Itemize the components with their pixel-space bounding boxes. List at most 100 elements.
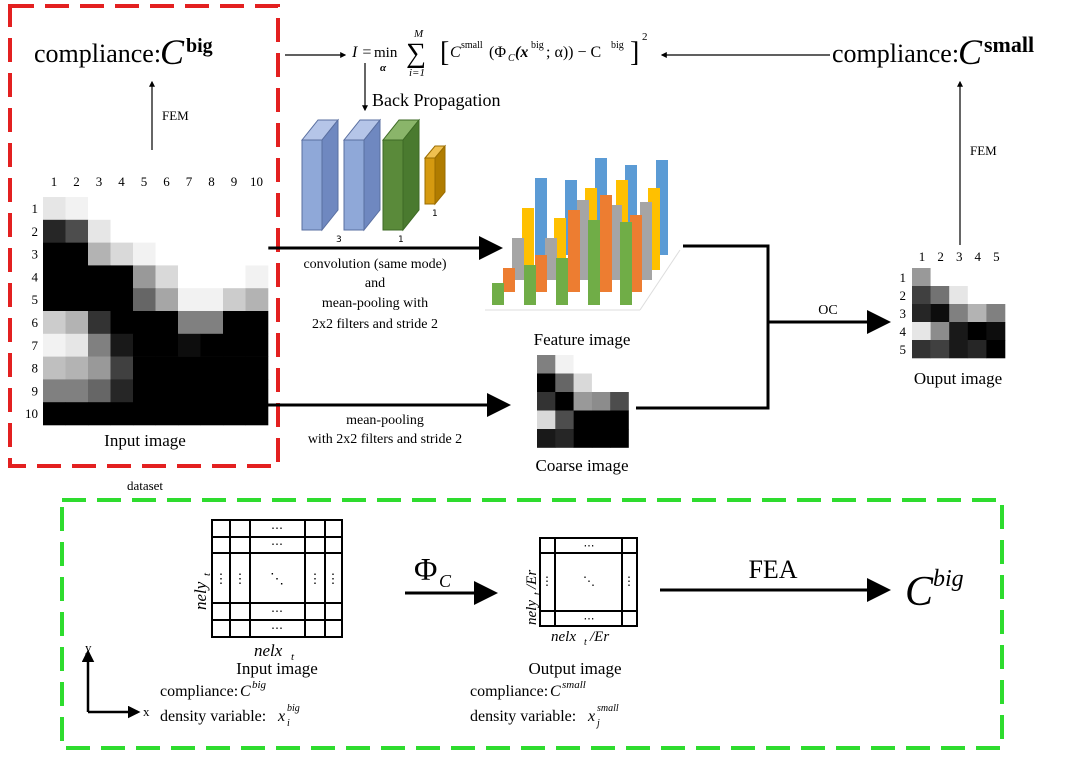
- bottom-input-density: density variable:: [160, 708, 266, 725]
- pixel: [133, 311, 156, 334]
- conv-arrow-3: 2x2 filters and stride 2: [312, 317, 438, 332]
- pixel: [43, 311, 66, 334]
- bottom-input-nelx: nelx: [254, 641, 283, 660]
- bottom-input-nely: nely: [191, 581, 210, 610]
- pixel: [610, 374, 629, 393]
- row-label: 8: [32, 361, 39, 376]
- pixel: [133, 197, 156, 220]
- pixel: [88, 265, 111, 288]
- rect: [425, 158, 435, 204]
- row-label: 1: [900, 270, 907, 285]
- pixel: [66, 334, 89, 357]
- conv-arrow-1: and: [365, 276, 385, 291]
- bottom-output-x-sup: small: [597, 703, 619, 714]
- bottom-input-c-sup: big: [252, 679, 267, 691]
- page: {"top_left": {"label": "compliance:", "s…: [0, 0, 1081, 757]
- pixel: [178, 220, 201, 243]
- pixel: [246, 357, 269, 380]
- col-label: 4: [118, 174, 125, 189]
- objective-rest: ; α)) − C: [546, 44, 601, 61]
- objective-c: C: [450, 44, 461, 61]
- top-left-sup: big: [186, 35, 213, 57]
- pixel: [223, 379, 246, 402]
- pixel: [968, 286, 987, 304]
- rect: [568, 210, 580, 292]
- pixel: [43, 220, 66, 243]
- objective-under: α: [380, 62, 387, 74]
- pixel: [156, 402, 179, 425]
- bottom-result-sup: big: [933, 566, 964, 592]
- pixel: [201, 311, 224, 334]
- row-label: 7: [32, 338, 39, 353]
- pool-arrow-0: mean-pooling: [346, 413, 424, 428]
- col-label: 1: [919, 249, 926, 264]
- pixel: [223, 311, 246, 334]
- conv-arrow-0: convolution (same mode): [303, 257, 446, 272]
- feature-image-title: Feature image: [534, 330, 631, 349]
- pixel: [931, 286, 950, 304]
- bottom-dots-d: ⋱: [270, 572, 284, 587]
- conv-arrow-2: mean-pooling with: [322, 296, 428, 311]
- oc: OC: [818, 303, 837, 318]
- top-left-label: compliance:: [34, 39, 161, 68]
- pixel: [931, 340, 950, 358]
- cnn-labels-1: 1: [398, 235, 404, 245]
- cnn-labels-0: 3: [336, 235, 342, 245]
- pixel: [66, 402, 89, 425]
- pixel: [111, 265, 134, 288]
- pixel: [43, 243, 66, 266]
- pixel: [986, 340, 1005, 358]
- pixel: [968, 304, 987, 322]
- pixel: [156, 334, 179, 357]
- pixel: [246, 311, 269, 334]
- bottom-dots-d: ⋱: [583, 574, 595, 588]
- input-image-dataset: dataset: [127, 478, 163, 493]
- bottom-dots-h: ⋯: [271, 537, 283, 551]
- objective-lhs: I =: [351, 44, 372, 61]
- pixel: [178, 265, 201, 288]
- pixel: [223, 265, 246, 288]
- pixel: [43, 402, 66, 425]
- bottom-input-x: x: [277, 708, 285, 725]
- rect: [524, 265, 536, 305]
- bottom-output-nely-rest: /Er: [524, 570, 540, 590]
- pixel: [88, 311, 111, 334]
- objective-open: [: [440, 37, 449, 68]
- objective-lower: i=1: [409, 67, 425, 79]
- rect: [535, 255, 547, 292]
- row-label: 3: [900, 306, 907, 321]
- pixel: [178, 402, 201, 425]
- col-label: 2: [73, 174, 80, 189]
- bottom-phi-sub: C: [439, 571, 452, 591]
- pixel: [223, 288, 246, 311]
- bottom-input-compliance: compliance:: [160, 683, 238, 700]
- pixel: [111, 379, 134, 402]
- bottom-dots-h: ⋯: [584, 613, 595, 625]
- polygon: [322, 120, 338, 230]
- top-right-sup: small: [984, 32, 1034, 57]
- pixel: [537, 411, 556, 430]
- pixel: [66, 379, 89, 402]
- pixel: [66, 265, 89, 288]
- bottom-phi: Φ: [414, 551, 437, 587]
- pixel: [555, 429, 574, 448]
- input-image-title: Input image: [104, 431, 186, 450]
- pixel: [111, 402, 134, 425]
- pixel: [178, 379, 201, 402]
- row-label: 4: [32, 269, 39, 284]
- pixel: [178, 197, 201, 220]
- pixel: [111, 357, 134, 380]
- pixel: [88, 288, 111, 311]
- bottom-output-nelx: nelx: [551, 629, 576, 645]
- pixel: [66, 288, 89, 311]
- bottom-output-nely: nely: [524, 600, 540, 625]
- pixel: [88, 379, 111, 402]
- pixel: [66, 311, 89, 334]
- polygon: [364, 120, 380, 230]
- col-label: 6: [163, 174, 170, 189]
- pixel: [931, 268, 950, 286]
- pixel: [201, 334, 224, 357]
- back-propagation: Back Propagation: [372, 90, 500, 110]
- pixel: [178, 288, 201, 311]
- bottom-dots-v: ⋮: [541, 574, 553, 588]
